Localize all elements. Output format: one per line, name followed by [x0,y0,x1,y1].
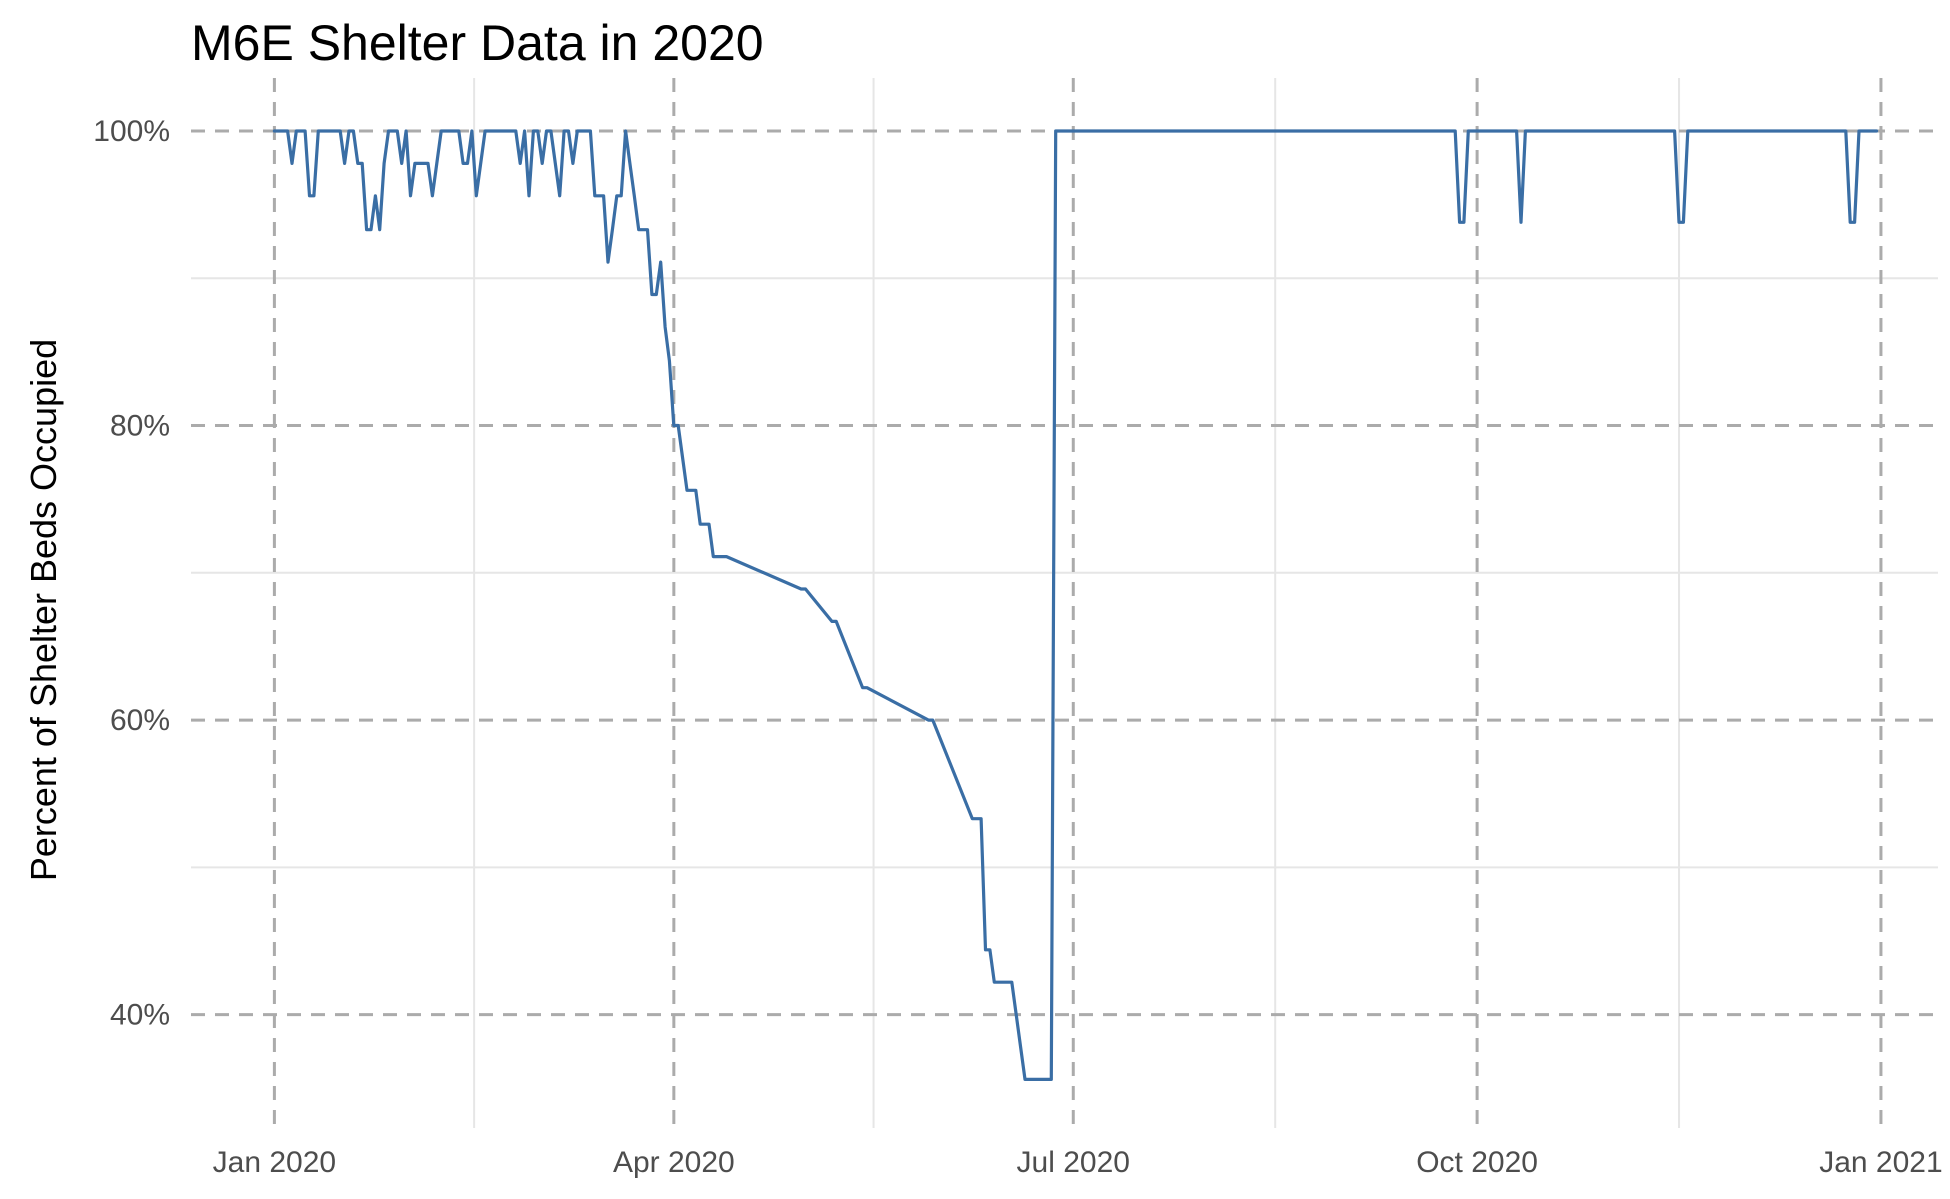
series-line [272,129,1879,1082]
minor-gridlines [191,78,1938,1128]
x-tick-label: Jan 2021 [1819,1146,1942,1179]
y-tick-labels: 40% 60% 80% 100% [93,115,170,1032]
x-tick-labels: Jan 2020 Apr 2020 Jul 2020 Oct 2020 Jan 2021 [213,1146,1943,1179]
major-gridlines [191,78,1938,1128]
y-tick-label: 60% [110,704,170,737]
y-tick-label: 40% [110,999,170,1032]
y-tick-label: 100% [93,115,170,148]
x-tick-label: Oct 2020 [1416,1146,1538,1179]
y-tick-label: 80% [110,410,170,443]
series-layer [272,129,1879,1082]
x-tick-label: Jan 2020 [213,1146,336,1179]
chart-title: M6E Shelter Data in 2020 [191,15,764,71]
x-tick-label: Apr 2020 [613,1146,735,1179]
y-axis-title: Percent of Shelter Beds Occupied [23,339,64,881]
x-tick-label: Jul 2020 [1017,1146,1130,1179]
